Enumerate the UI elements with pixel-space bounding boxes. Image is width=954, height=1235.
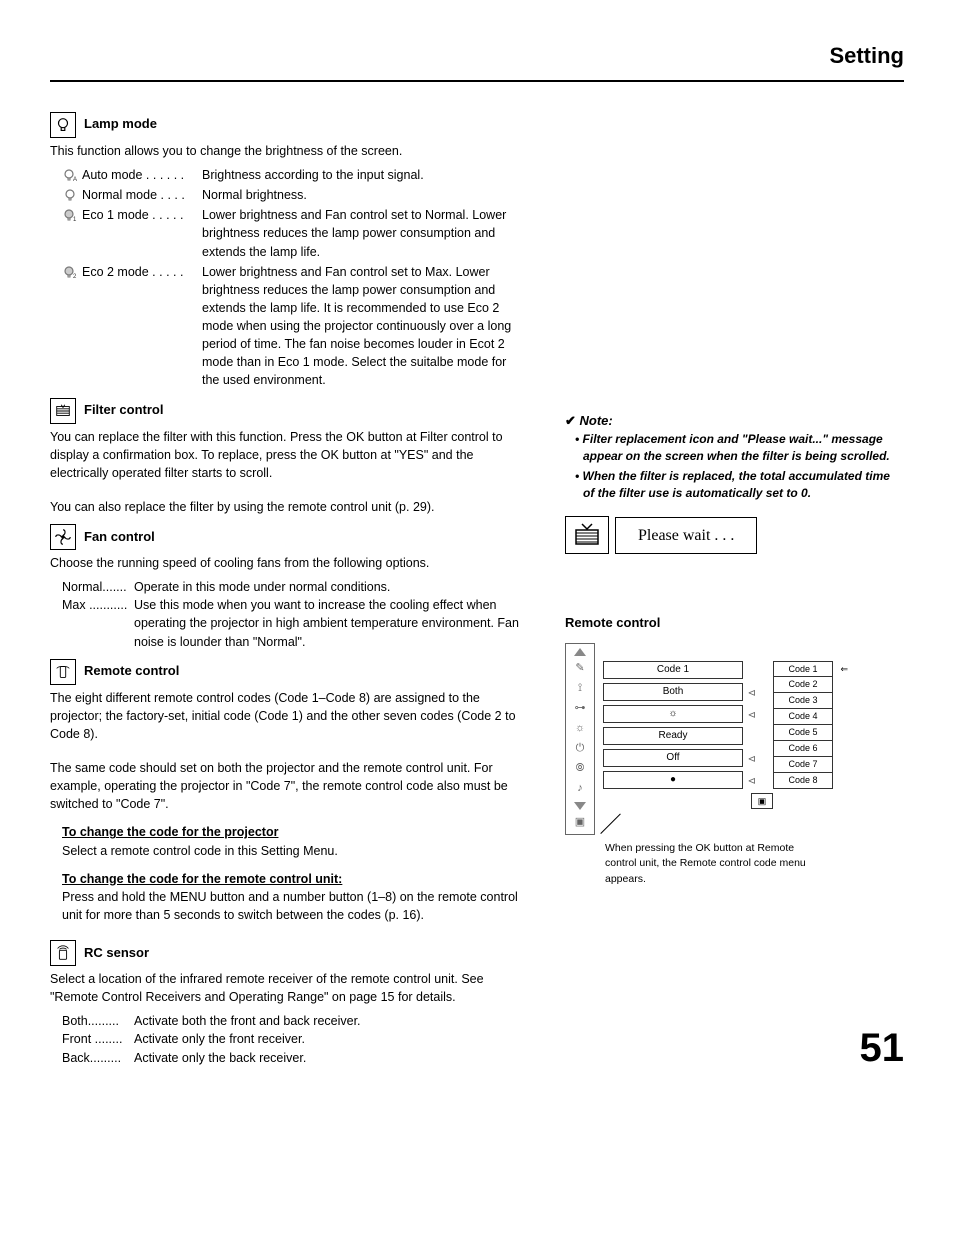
please-wait-box: Please wait . . .: [565, 516, 904, 554]
sidebar-sound-icon: ♪: [571, 782, 589, 796]
bulb-eco1-icon: 1: [58, 206, 82, 224]
diagram-caption: When pressing the OK button at Remote co…: [605, 841, 815, 887]
rc-desc: Activate both the front and back receive…: [134, 1012, 361, 1030]
filter-p1: You can replace the filter with this fun…: [50, 428, 520, 482]
rcsensor-intro: Select a location of the infrared remote…: [50, 970, 520, 1006]
filter-p2: You can also replace the filter by using…: [50, 498, 520, 516]
rc-label: Back.........: [62, 1049, 134, 1067]
mode-desc: Lower brightness and Fan control set to …: [202, 263, 520, 390]
page-number: 51: [860, 1019, 905, 1077]
sidebar-lock-icon: ⦾: [571, 762, 589, 776]
fan-list: Normal.......Operate in this mode under …: [62, 578, 520, 651]
diagram-main: Code 1 Both⊲ ☼⊲ Ready Off⊲ ●⊲: [603, 643, 743, 789]
bulb-eco2-icon: 2: [58, 263, 82, 281]
sidebar-lamp-icon: ☼: [571, 722, 589, 736]
diagram-field: Both⊲: [603, 683, 743, 701]
filter-title: Filter control: [84, 401, 163, 420]
fan-icon: [50, 524, 76, 550]
remote-h2: To change the code for the remote contro…: [62, 870, 520, 888]
bulb-auto-icon: A: [58, 166, 82, 184]
diagram-field: Off⊲: [603, 749, 743, 767]
code-item: Code 4: [773, 709, 833, 725]
remote-h1: To change the code for the projector: [62, 823, 520, 841]
sidebar-remote-icon: ✎: [571, 662, 589, 676]
diagram-sidebar: ✎ ⟟ ⊶ ☼ ⏻ ⦾ ♪ ▣: [565, 643, 595, 835]
svg-text:A: A: [73, 177, 77, 183]
fan-desc: Use this mode when you want to increase …: [134, 596, 520, 650]
mode-label: Eco 1 mode . . . . .: [82, 206, 202, 224]
remote-icon: [50, 659, 76, 685]
mode-desc: Lower brightness and Fan control set to …: [202, 206, 520, 260]
rcsensor-icon: [50, 940, 76, 966]
note-list: Filter replacement icon and "Please wait…: [575, 431, 904, 503]
mode-label: Auto mode . . . . . .: [82, 166, 202, 184]
mode-desc: Brightness according to the input signal…: [202, 166, 520, 184]
lamp-title: Lamp mode: [84, 115, 157, 134]
svg-text:1: 1: [73, 217, 77, 223]
remote-p1: The eight different remote control codes…: [50, 689, 520, 743]
mode-label: Normal mode . . . .: [82, 186, 202, 204]
fan-title: Fan control: [84, 528, 155, 547]
sidebar-quit-icon: ▣: [571, 816, 589, 830]
right-column: Note: Filter replacement icon and "Pleas…: [565, 112, 904, 1067]
code-item: Code 1⇐: [773, 661, 833, 677]
filter-icon: [50, 398, 76, 424]
code-item: Code 8: [773, 773, 833, 789]
lamp-intro: This function allows you to change the b…: [50, 142, 520, 160]
rc-label: Both.........: [62, 1012, 134, 1030]
sidebar-sensor-icon: ⟟: [571, 682, 589, 696]
fan-desc: Operate in this mode under normal condit…: [134, 578, 520, 596]
code-item: Code 2: [773, 677, 833, 693]
fan-intro: Choose the running speed of cooling fans…: [50, 554, 520, 572]
remote-h2-text: Press and hold the MENU button and a num…: [62, 888, 520, 924]
diagram-field: Code 1: [603, 661, 743, 679]
mode-label: Eco 2 mode . . . . .: [82, 263, 202, 281]
rc-desc: Activate only the front receiver.: [134, 1030, 305, 1048]
diagram-quit-icon: ▣: [751, 793, 773, 809]
note-title: Note:: [565, 412, 904, 431]
diagram-field: ●⊲: [603, 771, 743, 789]
svg-text:2: 2: [73, 274, 77, 280]
rcsensor-title: RC sensor: [84, 944, 149, 963]
code-item: Code 6: [773, 741, 833, 757]
mode-desc: Normal brightness.: [202, 186, 520, 204]
fan-label: Normal.......: [62, 578, 134, 596]
remote-title: Remote control: [84, 662, 179, 681]
filter-scroll-icon: [565, 516, 609, 554]
diagram-codes-col: Code 1⇐ Code 2 Code 3 Code 4 Code 5 Code…: [751, 643, 833, 809]
rcsensor-list: Both.........Activate both the front and…: [62, 1012, 520, 1066]
remote-p2: The same code should set on both the pro…: [50, 759, 520, 813]
code-item: Code 5: [773, 725, 833, 741]
remote-h1-text: Select a remote control code in this Set…: [62, 842, 520, 860]
bulb-normal-icon: [58, 186, 82, 204]
diagram-field: Ready: [603, 727, 743, 745]
note-item: When the filter is replaced, the total a…: [575, 468, 904, 503]
lamp-mode-list: A Auto mode . . . . . . Brightness accor…: [58, 166, 520, 390]
up-arrow-icon: [574, 648, 586, 656]
lamp-icon: [50, 112, 76, 138]
please-wait-text: Please wait . . .: [615, 517, 757, 554]
rc-label: Front ........: [62, 1030, 134, 1048]
diagram-field: ☼⊲: [603, 705, 743, 723]
diagram-heading: Remote control: [565, 614, 904, 633]
code-item: Code 3: [773, 693, 833, 709]
remote-diagram: ✎ ⟟ ⊶ ☼ ⏻ ⦾ ♪ ▣ Code 1 Both⊲ ☼⊲ Ready Of…: [565, 643, 904, 835]
note-item: Filter replacement icon and "Please wait…: [575, 431, 904, 466]
code-item: Code 7: [773, 757, 833, 773]
sidebar-display-icon: ⊶: [571, 702, 589, 716]
page-header: Setting: [50, 40, 904, 82]
sidebar-power-icon: ⏻: [571, 742, 589, 756]
left-column: Lamp mode This function allows you to ch…: [50, 112, 520, 1067]
rc-desc: Activate only the back receiver.: [134, 1049, 306, 1067]
down-arrow-icon: [574, 802, 586, 810]
fan-label: Max ...........: [62, 596, 134, 614]
